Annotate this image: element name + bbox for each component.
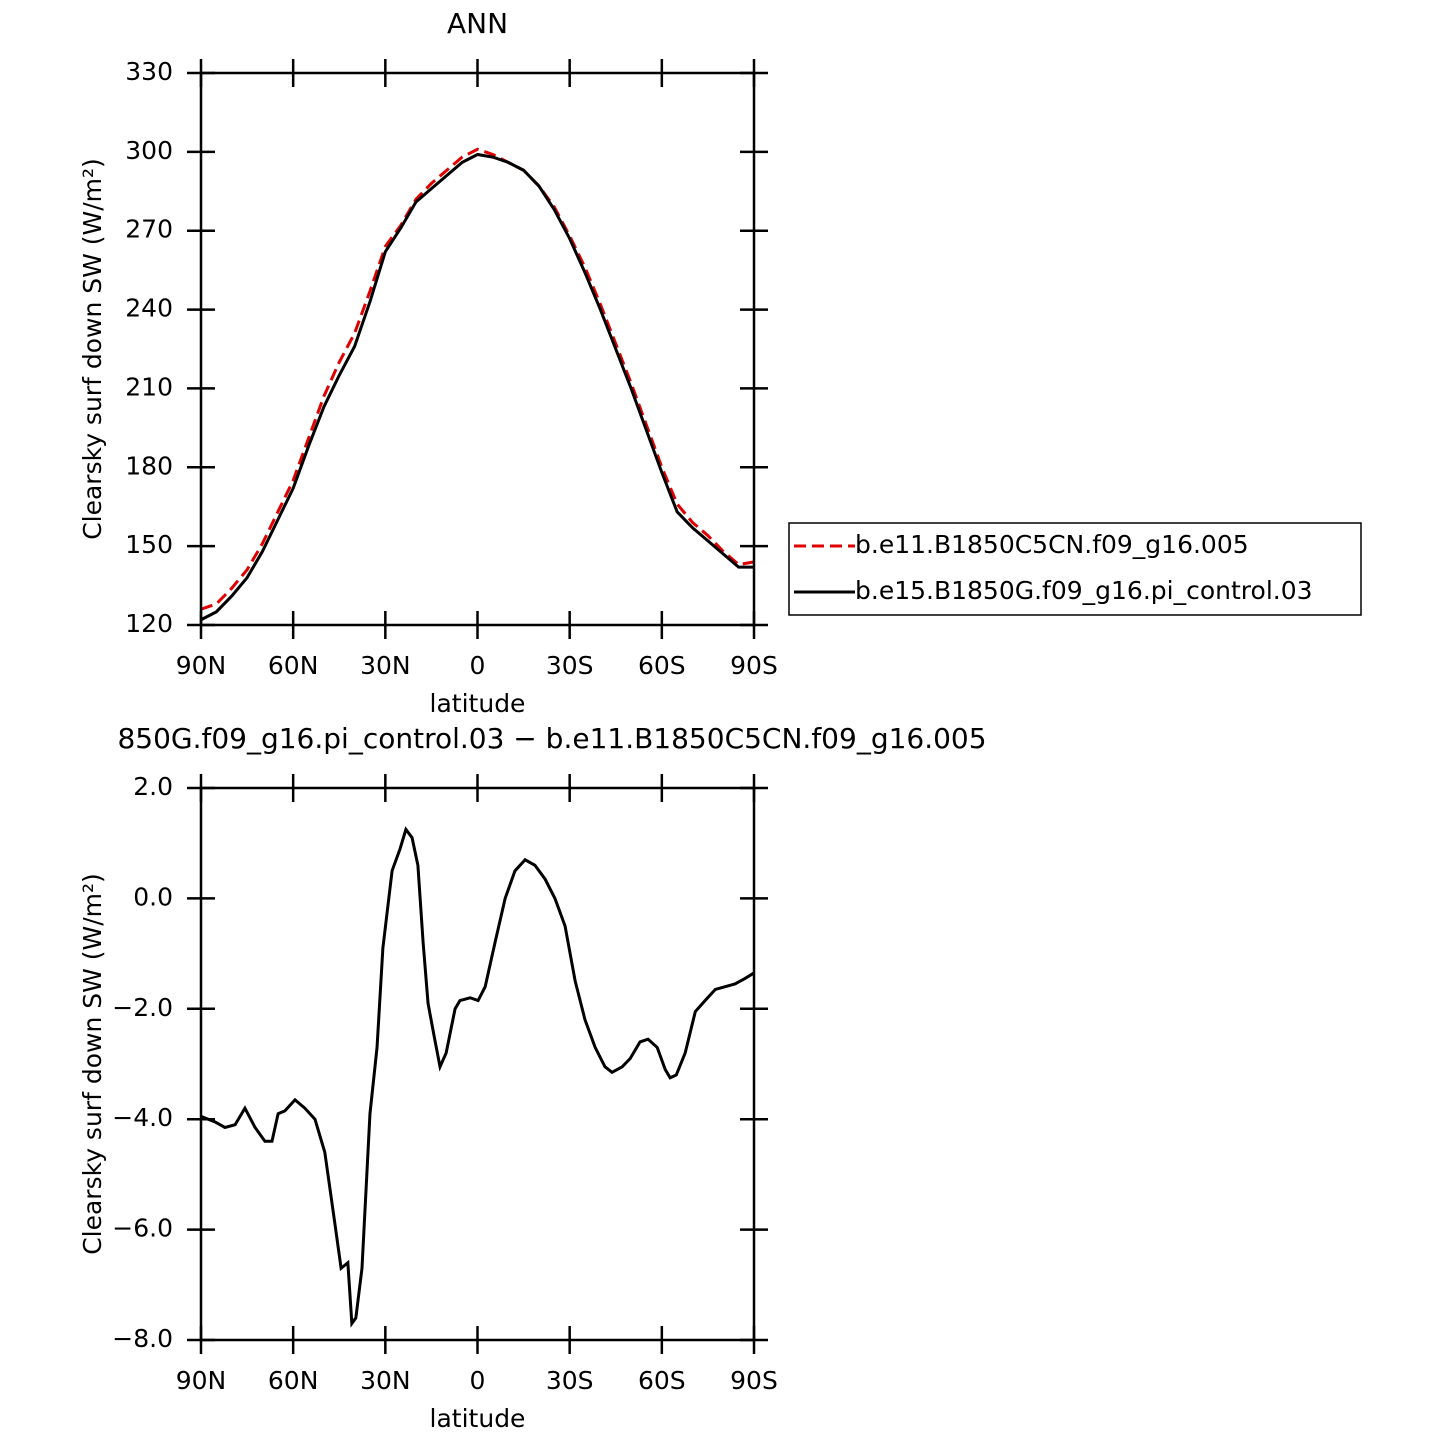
legend-box bbox=[788, 522, 1362, 616]
chart-title: ANN bbox=[447, 7, 508, 40]
x-tick-label: 60S bbox=[638, 1366, 686, 1395]
y-tick-label: 270 bbox=[125, 215, 173, 244]
y-tick-label: 180 bbox=[125, 451, 173, 480]
plot-frame bbox=[199, 71, 756, 627]
x-tick-label: 0 bbox=[470, 651, 486, 680]
legend-label: b.e15.B1850G.f09_g16.pi_control.03 bbox=[855, 576, 1313, 605]
x-tick-label: 90N bbox=[176, 651, 227, 680]
chart-title: 850G.f09_g16.pi_control.03 − b.e11.B1850… bbox=[117, 722, 986, 755]
y-tick-label: −2.0 bbox=[112, 993, 173, 1022]
x-tick-label: 0 bbox=[470, 1366, 486, 1395]
y-axis-label: Clearsky surf down SW (W/m²) bbox=[78, 873, 107, 1255]
x-tick-label: 30N bbox=[360, 651, 411, 680]
y-tick-label: 120 bbox=[125, 609, 173, 638]
line bbox=[200, 152, 754, 622]
y-tick-label: 150 bbox=[125, 530, 173, 559]
x-tick-label: 60N bbox=[268, 1366, 319, 1395]
x-axis-label: latitude bbox=[430, 1404, 526, 1433]
x-tick-label: 60S bbox=[638, 651, 686, 680]
x-tick-label: 30N bbox=[360, 1366, 411, 1395]
y-tick-label: 0.0 bbox=[133, 882, 173, 911]
y-tick-label: −6.0 bbox=[112, 1214, 173, 1243]
y-tick-label: 240 bbox=[125, 294, 173, 323]
x-tick-label: 30S bbox=[546, 1366, 594, 1395]
y-axis-label: Clearsky surf down SW (W/m²) bbox=[78, 158, 107, 540]
y-tick-label: 300 bbox=[125, 136, 173, 165]
x-tick-label: 90S bbox=[730, 1366, 778, 1395]
line bbox=[200, 826, 755, 1328]
x-tick-label: 30S bbox=[546, 651, 594, 680]
plot-frame bbox=[199, 786, 756, 1342]
x-tick-label: 90S bbox=[730, 651, 778, 680]
y-tick-label: −8.0 bbox=[112, 1324, 173, 1353]
line bbox=[200, 147, 755, 611]
y-tick-label: 2.0 bbox=[133, 772, 173, 801]
x-axis-label: latitude bbox=[430, 689, 526, 718]
legend-label: b.e11.B1850C5CN.f09_g16.005 bbox=[855, 530, 1249, 559]
y-tick-label: −4.0 bbox=[112, 1103, 173, 1132]
y-tick-label: 210 bbox=[125, 372, 173, 401]
x-tick-label: 60N bbox=[268, 651, 319, 680]
y-tick-label: 330 bbox=[125, 57, 173, 86]
x-tick-label: 90N bbox=[176, 1366, 227, 1395]
